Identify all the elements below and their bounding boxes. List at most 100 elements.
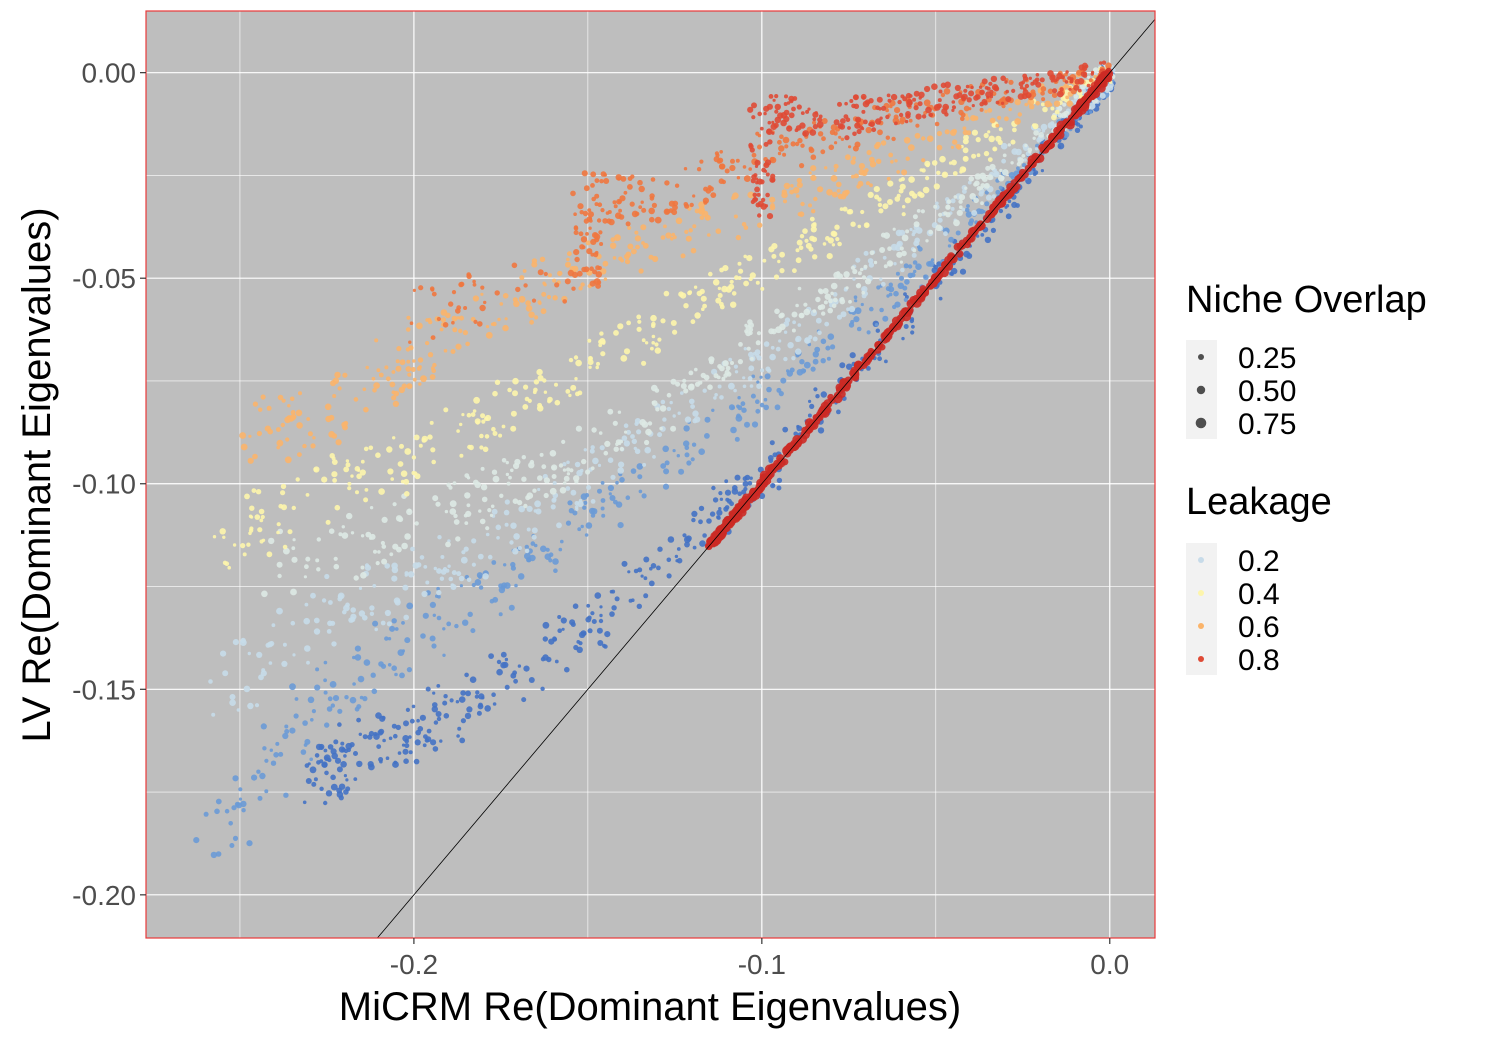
data-point [766,128,773,135]
data-point [329,453,335,459]
data-point [728,357,733,362]
data-point [416,366,422,371]
data-point [460,718,466,724]
data-point [792,320,796,325]
data-point [636,603,642,609]
data-point [537,300,542,304]
data-point [363,406,369,413]
data-point [333,563,340,570]
data-point [717,364,722,369]
data-point [425,686,431,692]
data-point [275,741,280,746]
data-point [1024,83,1030,89]
data-point [900,177,905,182]
data-point [396,546,402,553]
data-point [280,490,286,496]
data-point [367,734,373,740]
data-point [795,257,802,264]
data-point [666,557,672,563]
data-point [573,355,579,360]
data-point [436,615,442,621]
data-point [552,637,558,642]
data-point [931,83,938,90]
data-point [685,235,692,242]
data-point [456,734,460,738]
data-point [356,760,363,768]
data-point [344,695,349,700]
data-point [1012,127,1017,133]
data-point [769,196,776,203]
data-point [734,474,741,481]
data-point [927,260,935,267]
data-point [579,210,584,215]
data-point [380,620,386,626]
data-point [408,750,413,755]
data-point [799,359,805,365]
data-point [611,605,617,611]
data-point [964,207,970,213]
data-point [249,505,255,511]
data-point [625,495,631,501]
data-point [949,271,954,276]
data-point [769,204,776,211]
data-point [432,702,438,708]
data-point [548,558,553,563]
data-point [652,255,659,263]
data-point [374,338,379,343]
data-point [875,328,880,333]
data-point [482,446,489,453]
data-point [314,684,321,691]
data-point [821,136,826,142]
data-point [776,387,782,393]
data-point [768,328,775,335]
data-point [244,493,250,500]
data-point [581,170,588,177]
data-point [863,264,868,269]
data-point [699,159,704,164]
data-point [915,263,922,271]
data-point [246,840,253,847]
data-point [577,500,584,508]
data-point [499,493,504,498]
data-point [256,769,261,774]
data-point [547,273,552,278]
data-point [617,522,624,529]
data-point [999,168,1003,173]
data-point [765,366,771,372]
data-point [596,627,603,634]
data-point [514,583,518,588]
data-point [565,261,571,268]
data-point [572,603,579,609]
data-point [637,319,642,324]
data-point [850,159,856,165]
data-point [428,319,433,325]
data-point [342,609,347,615]
data-point [747,376,753,381]
data-point [944,255,953,265]
data-point [857,271,862,276]
data-point [350,613,357,620]
data-point [755,340,761,346]
data-point [826,253,833,260]
data-point [620,355,628,362]
data-point [474,694,479,699]
data-point [852,131,857,137]
data-point [969,218,975,224]
data-point [276,530,280,535]
data-point [429,601,436,609]
data-point [922,186,930,194]
data-point [1038,132,1045,138]
data-point [310,592,316,599]
data-point [685,535,692,542]
data-point [850,221,856,227]
data-point [527,398,532,403]
data-point [723,506,729,512]
data-point [610,242,617,249]
data-point [617,323,624,330]
data-point [416,322,423,330]
data-point [515,286,521,293]
data-point [373,382,380,389]
data-point [887,98,892,103]
data-point [882,255,887,260]
data-point [671,232,675,237]
